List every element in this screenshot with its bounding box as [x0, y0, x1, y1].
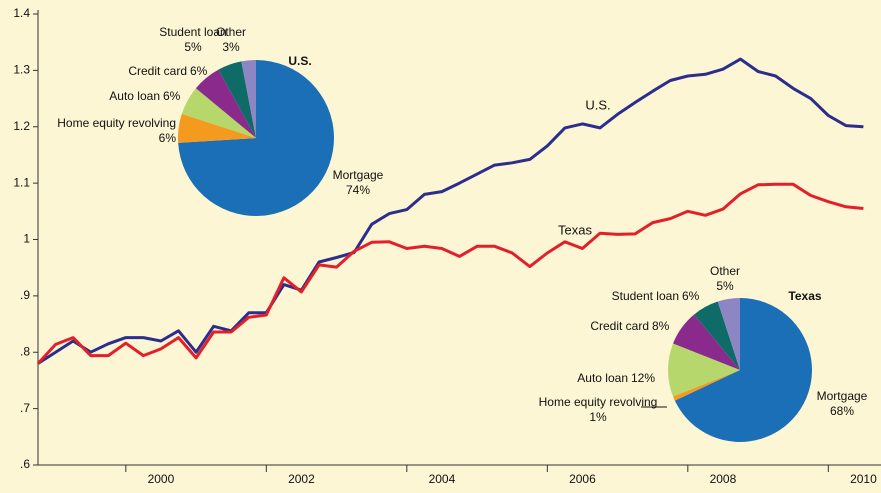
slice-value-label: 3% [222, 40, 240, 54]
y-tick-label: 1.2 [13, 119, 30, 133]
slice-value-label: 6% [682, 289, 700, 303]
y-tick-label: .7 [20, 401, 30, 415]
x-tick-label: 2000 [148, 472, 175, 486]
slice-value-label: 68% [830, 404, 854, 418]
y-tick-label: .9 [20, 288, 30, 302]
pie-title: U.S. [288, 54, 311, 68]
series-line [37, 57, 864, 365]
y-tick-label: .6 [20, 457, 30, 471]
slice-label: Student loan [159, 25, 226, 39]
x-tick-label: 2008 [710, 472, 737, 486]
pie-slice [717, 298, 740, 370]
slice-label: Mortgage [333, 168, 384, 182]
slice-label: Mortgage [817, 389, 868, 403]
pie-slice [668, 343, 740, 397]
pie-title: Texas [788, 289, 821, 303]
pie-slice [241, 60, 256, 138]
slice-label: Credit card [128, 64, 187, 78]
pie-slice [178, 60, 334, 216]
slice-value-label: 8% [652, 319, 670, 333]
pie-slice [673, 314, 740, 370]
slice-value-label: 12% [631, 371, 655, 385]
pie-slice [673, 370, 740, 401]
y-tick-label: 1 [23, 232, 30, 246]
pie-slice [177, 113, 256, 143]
slice-label: Auto loan [109, 89, 160, 103]
y-tick-label: 1.3 [13, 63, 30, 77]
slice-label: Auto loan [577, 371, 628, 385]
pie-slice [218, 61, 256, 138]
series-label: Texas [558, 222, 592, 237]
pie-slice [674, 298, 812, 442]
y-tick-label: 1.1 [13, 175, 30, 189]
slice-label: Other [710, 264, 740, 278]
x-tick-label: 2004 [429, 472, 456, 486]
slice-value-label: 5% [184, 40, 202, 54]
slice-label: Home equity revolving [57, 116, 176, 130]
pie-slice [181, 88, 256, 138]
slice-value-label: 6% [190, 64, 208, 78]
pie-slice [195, 69, 256, 138]
slice-label: Credit card [590, 319, 649, 333]
pie-slice [694, 301, 740, 370]
x-tick-label: 2010 [850, 472, 877, 486]
x-tick-label: 2002 [288, 472, 315, 486]
slice-value-label: 74% [346, 183, 370, 197]
slice-value-label: 5% [716, 279, 734, 293]
x-tick-label: 2006 [569, 472, 596, 486]
y-tick-label: .8 [20, 344, 30, 358]
series-label: U.S. [585, 97, 610, 112]
slice-label: Home equity revolving [539, 395, 658, 409]
series-line [36, 182, 864, 365]
slice-label: Other [216, 25, 246, 39]
slice-value-label: 6% [159, 131, 177, 145]
slice-label: Student loan [612, 289, 679, 303]
y-tick-label: 1.4 [13, 6, 30, 20]
slice-value-label: 1% [589, 410, 607, 424]
slice-value-label: 6% [163, 89, 181, 103]
